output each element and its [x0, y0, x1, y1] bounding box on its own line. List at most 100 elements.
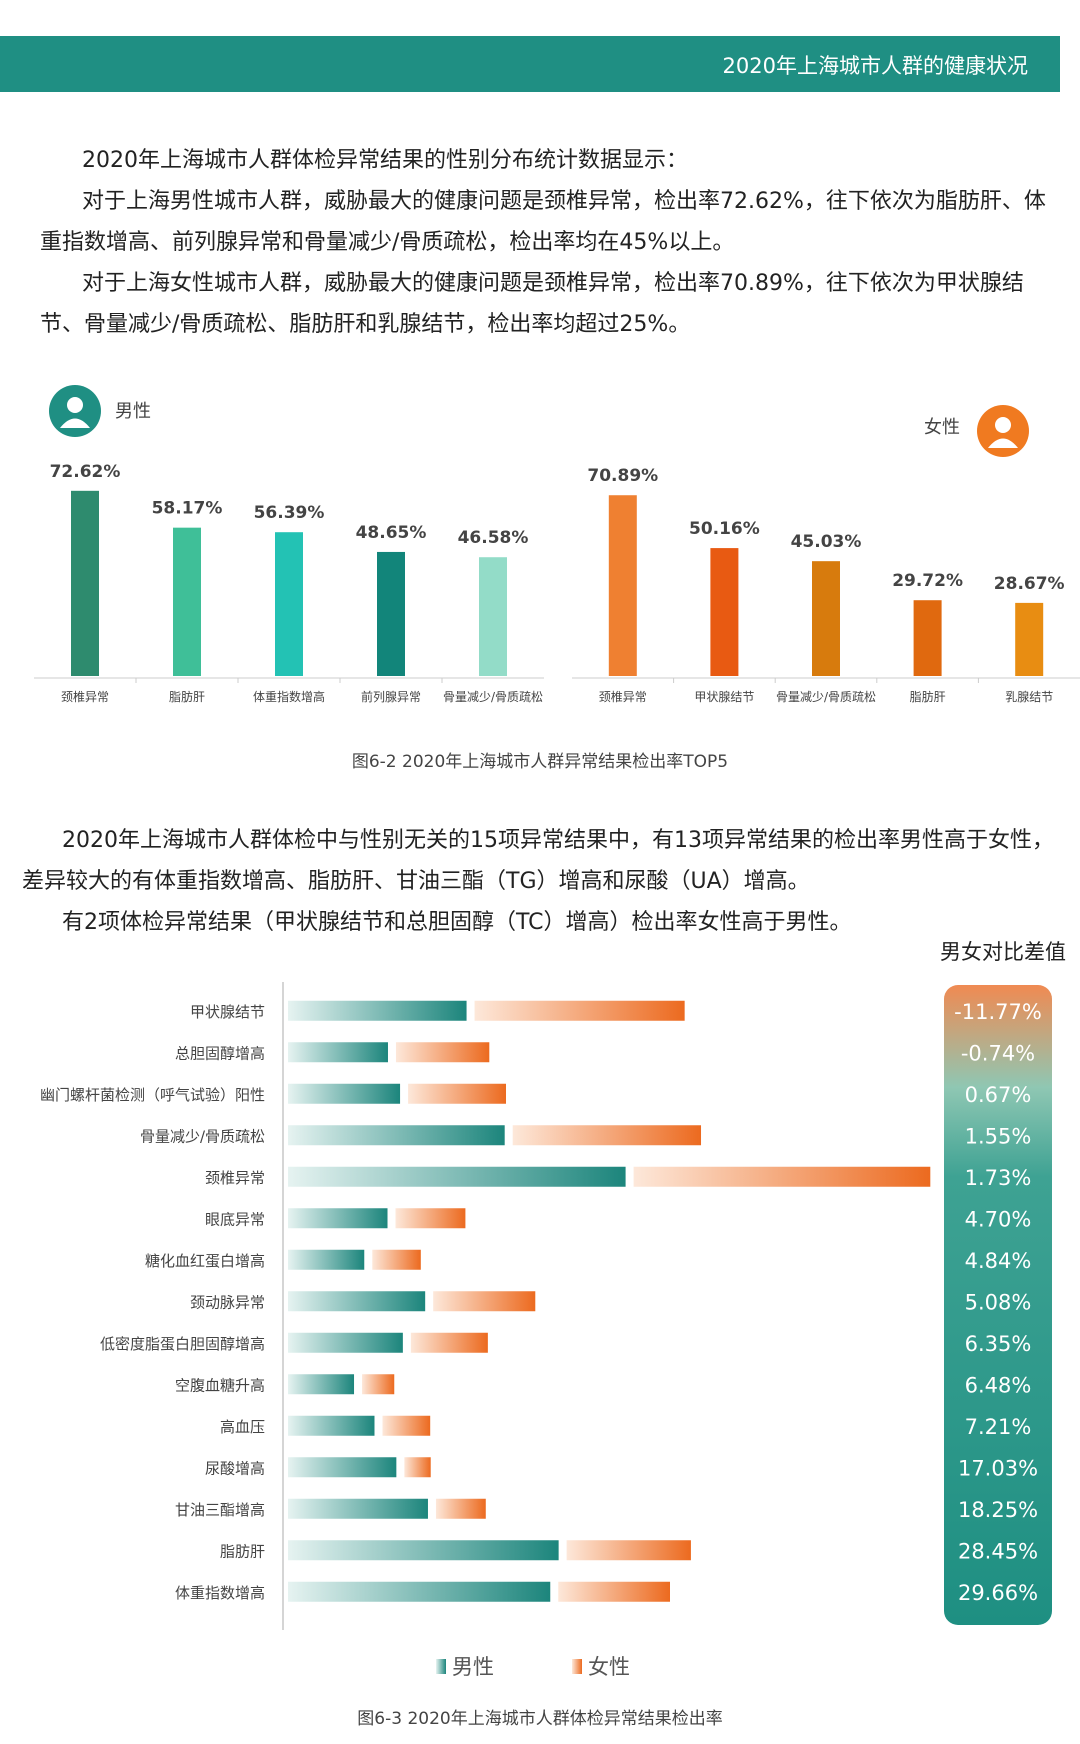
diff-value: 4.70%	[965, 1207, 1032, 1231]
row-label: 骨量减少/骨质疏松	[140, 1127, 265, 1145]
male-bar	[288, 1581, 551, 1602]
male-bar	[288, 1540, 559, 1561]
row-label: 甲状腺结节	[190, 1003, 265, 1021]
bar-2	[812, 561, 840, 676]
diff-value: 29.66%	[958, 1581, 1038, 1605]
row-label: 颈椎异常	[205, 1169, 265, 1187]
female-bar	[558, 1581, 670, 1602]
male-bar	[288, 1166, 626, 1187]
bar-value-label: 58.17%	[152, 499, 223, 519]
row-label: 幽门螺杆菌检测（呼气试验）阳性	[40, 1086, 265, 1104]
male-bar	[288, 1042, 388, 1063]
row-label: 颈动脉异常	[190, 1293, 265, 1311]
intro2-paragraphs: 2020年上海城市人群体检中与性别无关的15项异常结果中，有13项异常结果的检出…	[22, 820, 1062, 943]
diff-row: 空腹血糖升高 6.48%	[175, 1373, 1031, 1397]
male-bar	[288, 1457, 397, 1478]
legend-male-label: 男性	[452, 1655, 494, 1679]
male-bar	[288, 1291, 426, 1312]
row-label: 眼底异常	[205, 1210, 265, 1228]
diff-row: 颈椎异常 1.73%	[205, 1166, 1031, 1190]
male-user-icon-head	[67, 397, 83, 413]
male-user-icon-body	[60, 418, 90, 428]
row-label: 低密度脂蛋白胆固醇增高	[100, 1335, 265, 1353]
diff-value: 17.03%	[958, 1456, 1038, 1480]
female-user-icon	[977, 405, 1029, 457]
diff-row: 甘油三酯增高 18.25%	[175, 1498, 1038, 1522]
bar-4	[479, 557, 507, 676]
female-bar	[362, 1374, 395, 1395]
male-bar	[288, 1208, 388, 1229]
legend-male-swatch	[436, 1659, 446, 1674]
diff-value: 28.45%	[958, 1539, 1038, 1563]
intro-paragraph-2: 对于上海男性城市人群，威胁最大的健康问题是颈椎异常，检出率72.62%，往下依次…	[40, 189, 1046, 255]
intro-paragraph-1: 2020年上海城市人群体检异常结果的性别分布统计数据显示：	[82, 148, 688, 173]
diff-row: 糖化血红蛋白增高 4.84%	[145, 1249, 1031, 1273]
diff-value: 4.84%	[965, 1249, 1032, 1273]
male-bar	[288, 1415, 375, 1436]
female-bar	[404, 1457, 431, 1478]
top5-panel-0: 男性 72.62% 颈椎异常 58.17% 脂肪肝 56.39% 体重指数增高 48.65% 前…	[34, 385, 544, 704]
chart-caption-top5: 图6-2 2020年上海城市人群异常结果检出率TOP5	[351, 752, 729, 772]
bar-3	[377, 551, 405, 676]
category-label: 脂肪肝	[169, 689, 205, 704]
diff-value: 18.25%	[958, 1498, 1038, 1522]
diff-row: 骨量减少/骨质疏松 1.55%	[140, 1124, 1031, 1148]
diff-value: -0.74%	[961, 1041, 1035, 1065]
bar-0	[71, 490, 99, 676]
row-label: 高血压	[220, 1418, 265, 1436]
diff-value: 5.08%	[965, 1290, 1032, 1314]
bar-value-label: 50.16%	[689, 519, 760, 539]
intro2-paragraph-2: 有2项体检异常结果（甲状腺结节和总胆固醇（TC）增高）检出率女性高于男性。	[62, 910, 852, 935]
diff-value: 6.48%	[965, 1373, 1032, 1397]
diff-row: 幽门螺杆菌检测（呼气试验）阳性 0.67%	[40, 1083, 1031, 1107]
diff-value: 7.21%	[965, 1415, 1032, 1439]
category-label: 骨量减少/骨质疏松	[443, 689, 543, 704]
bar-value-label: 28.67%	[994, 574, 1065, 594]
diff-row: 高血压 7.21%	[220, 1415, 1031, 1439]
chart-caption-diff: 图6-3 2020年上海城市人群体检异常结果检出率	[357, 1709, 723, 1729]
row-label: 脂肪肝	[220, 1542, 265, 1560]
bar-value-label: 56.39%	[254, 503, 325, 523]
top5-bar-chart: 男性 72.62% 颈椎异常 58.17% 脂肪肝 56.39% 体重指数增高 48.65% 前…	[34, 385, 1080, 704]
intro-paragraph-3: 对于上海女性城市人群，威胁最大的健康问题是颈椎异常，检出率70.89%，往下依次…	[40, 271, 1024, 337]
panel-label: 男性	[115, 401, 151, 422]
bar-2	[275, 532, 303, 676]
header-title: 2020年上海城市人群的健康状况	[722, 54, 1028, 78]
diff-value: 1.55%	[965, 1124, 1032, 1148]
female-bar	[410, 1332, 488, 1353]
category-label: 颈椎异常	[599, 689, 647, 704]
bar-value-label: 29.72%	[892, 571, 963, 591]
male-bar	[288, 1125, 505, 1146]
category-label: 甲状腺结节	[694, 690, 754, 704]
category-label: 颈椎异常	[61, 689, 109, 704]
female-bar	[566, 1540, 691, 1561]
bar-value-label: 70.89%	[587, 466, 658, 486]
diff-row: 脂肪肝 28.45%	[220, 1539, 1038, 1563]
bar-value-label: 48.65%	[356, 523, 427, 543]
row-label: 总胆固醇增高	[175, 1044, 265, 1062]
male-bar	[288, 1083, 401, 1104]
category-label: 脂肪肝	[910, 689, 946, 704]
male-user-icon	[49, 385, 101, 437]
diff-row: 体重指数增高 29.66%	[175, 1581, 1038, 1605]
row-label: 糖化血红蛋白增高	[145, 1252, 265, 1270]
row-label: 体重指数增高	[175, 1584, 265, 1602]
diff-row: 眼底异常 4.70%	[205, 1207, 1031, 1231]
diff-panel	[944, 985, 1052, 1625]
female-bar	[433, 1291, 536, 1312]
female-bar	[372, 1249, 421, 1270]
female-bar	[435, 1498, 486, 1519]
male-bar	[288, 1332, 403, 1353]
bar-4	[1015, 602, 1044, 676]
female-bar	[408, 1083, 506, 1104]
diff-value: 0.67%	[965, 1083, 1032, 1107]
legend-female-label: 女性	[588, 1655, 630, 1679]
male-bar	[288, 1000, 467, 1021]
category-label: 乳腺结节	[1005, 690, 1053, 704]
female-bar	[633, 1166, 931, 1187]
row-label: 空腹血糖升高	[175, 1376, 265, 1394]
panel-label: 女性	[924, 417, 960, 438]
bar-value-label: 46.58%	[458, 528, 529, 548]
bar-0	[608, 495, 637, 676]
female-bar	[395, 1208, 466, 1229]
